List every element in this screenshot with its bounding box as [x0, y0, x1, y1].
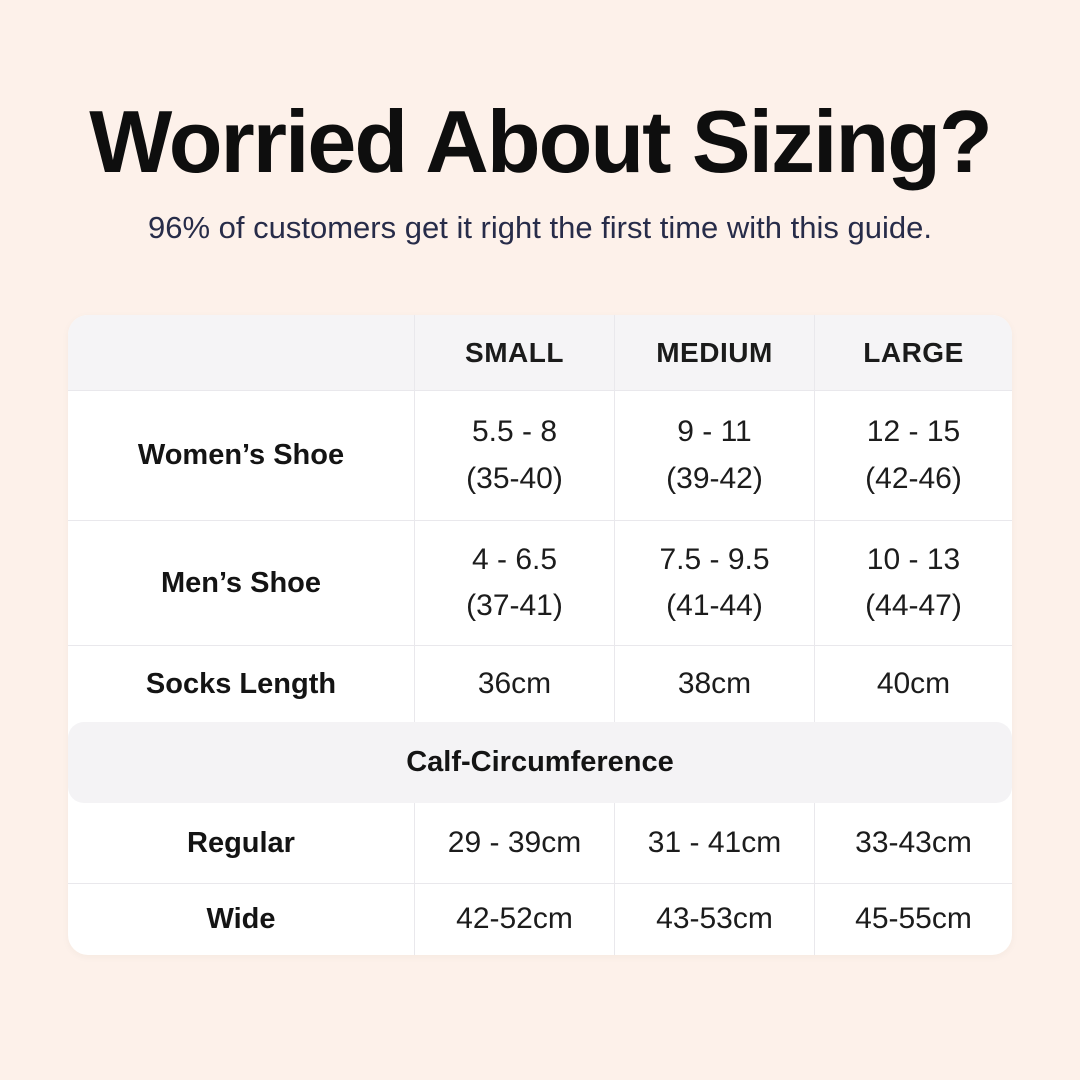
table-cell: 10 - 13 (44-47): [814, 521, 1012, 645]
table-cell: 31 - 41cm: [614, 803, 814, 883]
table-row-womens-shoe: Women’s Shoe 5.5 - 8 (35-40) 9 - 11 (39-…: [68, 390, 1012, 520]
header-cell-empty: [68, 315, 414, 390]
table-row-wide: Wide 42-52cm 43-53cm 45-55cm: [68, 883, 1012, 955]
table-cell: 4 - 6.5 (37-41): [414, 521, 614, 645]
sizing-table: SMALL MEDIUM LARGE Women’s Shoe 5.5 - 8 …: [68, 315, 1012, 955]
row-label: Men’s Shoe: [160, 566, 322, 599]
table-cell: 38cm: [614, 646, 814, 722]
page-title: Worried About Sizing?: [89, 92, 992, 191]
header-cell-large: LARGE: [814, 315, 1012, 390]
row-label: Women’s Shoe: [137, 439, 345, 471]
table-cell: 42-52cm: [414, 884, 614, 955]
section-header-calf-circumference: Calf-Circumference: [68, 722, 1012, 803]
table-cell: 36cm: [414, 646, 614, 722]
page-subtitle: 96% of customers get it right the first …: [148, 210, 932, 245]
table-cell: 29 - 39cm: [414, 803, 614, 883]
table-cell: 43-53cm: [614, 884, 814, 955]
table-row-mens-shoe: Men’s Shoe 4 - 6.5 (37-41) 7.5 - 9.5 (41…: [68, 520, 1012, 645]
row-label: Socks Length: [145, 667, 337, 700]
table-cell: 7.5 - 9.5 (41-44): [614, 521, 814, 645]
header-cell-medium: MEDIUM: [614, 315, 814, 390]
table-cell: 40cm: [814, 646, 1012, 722]
table-cell: 33-43cm: [814, 803, 1012, 883]
table-header-row: SMALL MEDIUM LARGE: [68, 315, 1012, 390]
table-row-regular: Regular 29 - 39cm 31 - 41cm 33-43cm: [68, 803, 1012, 883]
table-cell: 45-55cm: [814, 884, 1012, 955]
header-cell-small: SMALL: [414, 315, 614, 390]
table-cell: 5.5 - 8 (35-40): [414, 391, 614, 520]
row-label: Regular: [187, 826, 295, 859]
row-label: Wide: [206, 903, 276, 935]
table-row-socks-length: Socks Length 36cm 38cm 40cm: [68, 645, 1012, 722]
table-cell: 12 - 15 (42-46): [814, 391, 1012, 520]
table-cell: 9 - 11 (39-42): [614, 391, 814, 520]
